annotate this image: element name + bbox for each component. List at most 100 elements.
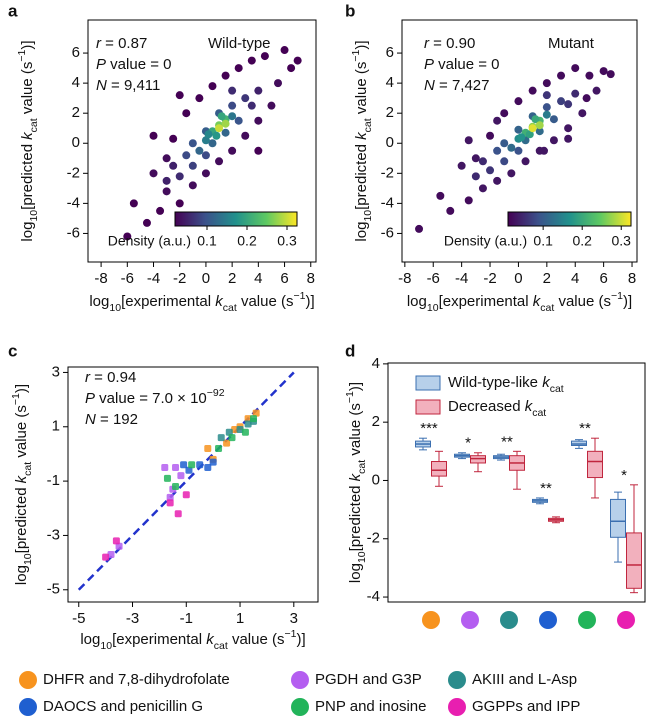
y-axis-label-part: k (347, 472, 364, 481)
point (582, 94, 591, 103)
colorbar-tick-label: 0.1 (197, 233, 217, 249)
x-tick-label: -6 (427, 270, 440, 287)
legend-label-part: cat (532, 407, 546, 419)
y-tick-label: 1 (52, 418, 60, 435)
x-tick-label: -2 (483, 270, 496, 287)
stat-annotation-part: = 0.90 (429, 35, 475, 52)
point (247, 56, 256, 65)
point (592, 86, 601, 95)
point (112, 537, 120, 545)
y-axis-label: log10[predicted kcat value (s−1)] (350, 40, 374, 241)
x-tick-label: -1 (180, 610, 193, 627)
point (514, 146, 523, 155)
stat-annotation-part: P (96, 56, 106, 73)
legend-marker (19, 671, 37, 689)
point (221, 128, 230, 137)
point (241, 428, 249, 436)
significance: ** (579, 420, 591, 437)
point (571, 89, 580, 98)
point (180, 461, 188, 469)
y-tick-label: 0 (372, 471, 380, 488)
legend-swatch (415, 399, 441, 415)
legend-label: AKIII and L-Asp (472, 671, 577, 688)
point (606, 70, 615, 79)
x-axis-label-part: [experimental (121, 293, 215, 310)
plot-frame (67, 366, 319, 603)
legend-label-part: Decreased (448, 398, 525, 415)
legend-label-part: Wild-type-like (448, 374, 542, 391)
point (254, 116, 263, 125)
y-axis-label-part: 10 (362, 210, 374, 222)
point (204, 130, 213, 139)
point (535, 127, 544, 136)
x-axis-label-part: )] (305, 293, 314, 310)
category-marker (617, 611, 635, 629)
point (564, 134, 573, 143)
point (201, 169, 210, 178)
legend-marker (19, 698, 37, 716)
point (578, 109, 587, 118)
point (172, 464, 180, 472)
y-tick-label: -2 (381, 164, 394, 181)
point (228, 101, 237, 110)
point (209, 458, 217, 466)
stat-annotation-part: N (424, 77, 435, 94)
stat-annotation-part: value = 0 (434, 56, 499, 73)
point (162, 176, 171, 185)
x-tick-label: 8 (628, 270, 636, 287)
stat-annotation: r = 0.90 (424, 35, 475, 52)
point (521, 157, 530, 166)
point (254, 86, 263, 95)
point (175, 172, 184, 181)
point (236, 425, 244, 433)
x-axis-label-part: log (407, 293, 427, 310)
y-axis-label-part: cat (22, 462, 34, 476)
point (599, 67, 608, 76)
panel-label: d (345, 341, 355, 360)
y-axis-label-part: value (s (19, 62, 36, 119)
x-tick-label: -6 (121, 270, 134, 287)
stat-annotation: N = 9,411 (96, 77, 160, 94)
y-axis-label-part: log (347, 563, 364, 583)
stat-annotation-part: = 0.87 (101, 35, 147, 52)
x-tick-label: 6 (599, 270, 607, 287)
point (549, 115, 558, 124)
stat-annotation-part: P (85, 390, 95, 407)
y-axis-label-part: k (19, 131, 36, 140)
y-tick-label: 4 (372, 355, 380, 372)
point (149, 131, 158, 140)
x-axis-label: log10[experimental kcat value (s−1)] (89, 290, 314, 314)
y-axis-label-part: 10 (356, 551, 368, 563)
point (169, 161, 178, 170)
x-tick-label: -5 (72, 610, 85, 627)
legend-label-part: k (542, 374, 551, 391)
y-tick-label: 6 (386, 44, 394, 61)
y-axis-label-part: )] (347, 382, 364, 391)
point (471, 154, 480, 163)
point (204, 445, 212, 453)
point (182, 491, 190, 499)
x-axis-label-part: value (s (228, 631, 285, 648)
y-axis-label-part: [predicted (347, 481, 364, 551)
y-axis-label-part: )] (19, 40, 36, 49)
point (102, 553, 110, 561)
x-tick-label: 4 (254, 270, 262, 287)
point (446, 206, 455, 215)
category-marker (422, 611, 440, 629)
point (188, 461, 196, 469)
point (123, 232, 132, 241)
point (252, 409, 260, 417)
point (172, 483, 180, 491)
y-axis-label-part: cat (28, 118, 40, 132)
y-axis-label-part: value (s (13, 405, 30, 462)
y-tick-label: 0 (386, 134, 394, 151)
point (188, 139, 197, 148)
plot-frame (387, 362, 646, 603)
point (464, 196, 473, 205)
point (571, 64, 580, 73)
colorbar-tick-label: 0.2 (237, 233, 257, 249)
colorbar (507, 211, 632, 227)
stat-annotation-part: = 0.94 (90, 369, 136, 386)
significance: ** (540, 480, 552, 497)
